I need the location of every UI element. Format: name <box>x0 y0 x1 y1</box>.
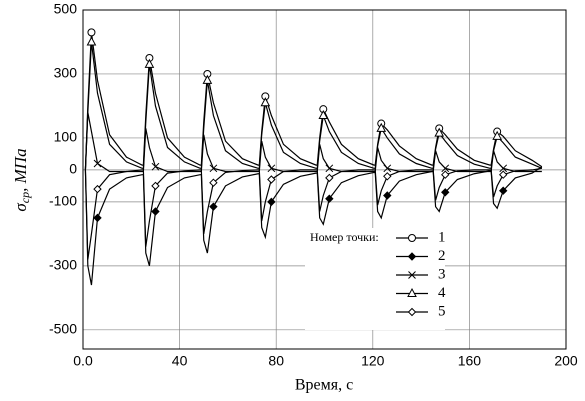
marker <box>376 122 387 132</box>
x-tick-label: 200 <box>554 353 578 369</box>
series-line <box>84 32 543 170</box>
marker <box>499 164 508 173</box>
x-tick-label: 160 <box>458 353 482 369</box>
y-tick-label: -500 <box>49 321 77 337</box>
y-tick-label: 300 <box>54 65 78 81</box>
marker <box>492 130 503 140</box>
series-line <box>84 166 543 286</box>
marker <box>383 191 392 200</box>
marker <box>325 164 334 173</box>
marker <box>93 184 102 194</box>
y-tick-label: 500 <box>54 1 78 17</box>
marker <box>318 109 329 120</box>
marker <box>441 170 450 179</box>
marker <box>151 162 160 171</box>
x-tick-label: 120 <box>361 353 385 369</box>
legend-title: Номер точки: <box>310 230 379 244</box>
marker <box>202 74 213 84</box>
legend-label: 2 <box>438 248 446 264</box>
legend-label: 3 <box>438 266 446 282</box>
marker <box>325 194 334 203</box>
series-line <box>84 112 542 173</box>
marker <box>267 197 276 207</box>
x-tick-label: 80 <box>268 353 284 369</box>
marker <box>93 159 102 168</box>
y-label-symbol: σ <box>11 203 30 212</box>
y-tick-label: -300 <box>49 257 77 273</box>
x-axis-label: Время, с <box>295 377 353 394</box>
marker <box>441 188 450 197</box>
marker <box>86 36 97 46</box>
marker <box>87 28 96 37</box>
legend-marker <box>408 271 416 279</box>
series-line <box>84 167 542 260</box>
marker <box>151 207 160 216</box>
marker <box>260 97 271 107</box>
marker <box>144 58 155 68</box>
marker <box>209 178 218 187</box>
marker <box>209 164 218 173</box>
x-tick-label: 0.0 <box>73 353 93 369</box>
marker <box>267 164 276 173</box>
marker <box>499 186 508 195</box>
marker <box>93 213 102 223</box>
marker <box>325 173 334 183</box>
y-axis-label: σср, МПа <box>11 148 32 211</box>
marker <box>441 164 450 173</box>
marker <box>383 172 392 181</box>
legend-marker <box>407 252 417 261</box>
x-tick-label: 40 <box>172 353 188 369</box>
legend-marker <box>408 234 416 242</box>
marker <box>499 170 508 179</box>
y-tick-label: -100 <box>49 193 77 209</box>
marker <box>383 164 392 173</box>
marker <box>151 181 160 191</box>
y-tick-label: 0 <box>69 161 77 177</box>
legend-label: 4 <box>438 285 446 301</box>
legend-marker <box>407 287 417 297</box>
y-tick-label: 100 <box>54 129 78 145</box>
legend-label: 5 <box>438 303 446 319</box>
legend-marker <box>407 307 417 317</box>
legend-box <box>305 228 445 330</box>
y-label-unit: , МПа <box>11 148 30 191</box>
marker <box>209 202 218 211</box>
y-label-subscript: ср <box>18 192 32 203</box>
plot-frame <box>82 9 567 350</box>
legend-label: 1 <box>438 229 446 245</box>
marker <box>267 175 276 184</box>
series-line <box>84 41 543 170</box>
marker <box>434 127 445 137</box>
